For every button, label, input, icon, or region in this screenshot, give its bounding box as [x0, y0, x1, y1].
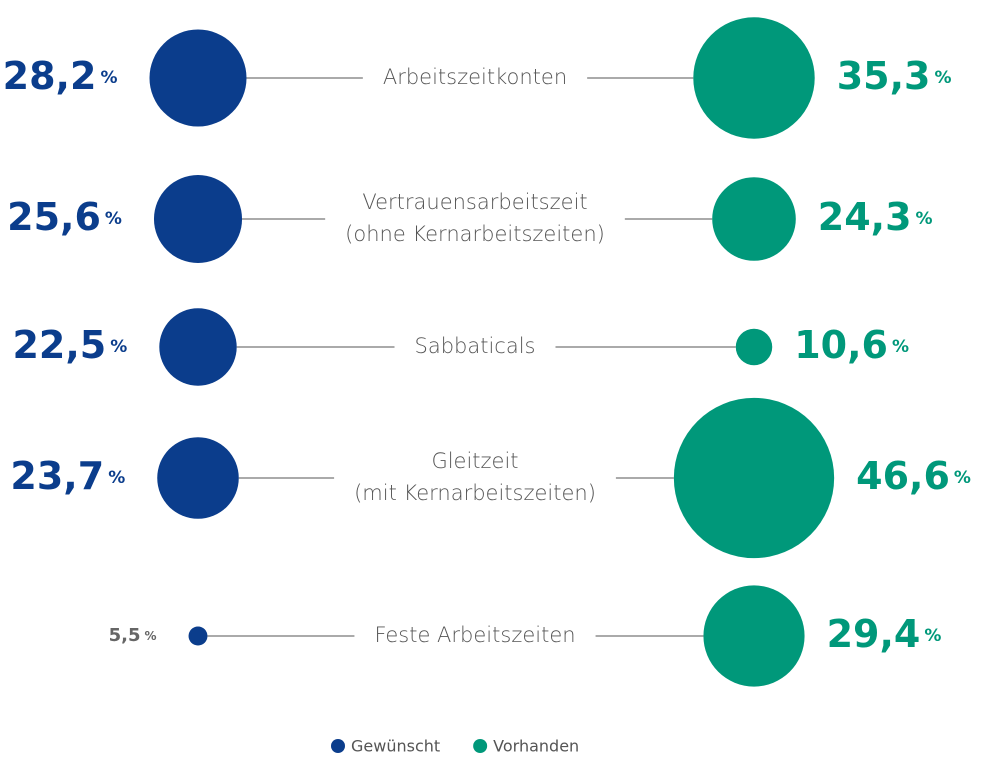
value-number: 5,5	[109, 625, 141, 646]
value-number: 46,6	[856, 454, 950, 498]
category-label: Feste Arbeitszeiten	[374, 623, 575, 647]
legend-label: Gewünscht	[351, 737, 440, 756]
category-label: Vertrauensarbeitszeit (ohne Kernarbeitsze…	[345, 190, 605, 246]
category-line: Vertrauensarbeitszeit	[362, 190, 587, 214]
value-unit: %	[100, 68, 117, 88]
category-line: Feste Arbeitszeiten	[374, 623, 575, 647]
value-number: 23,7	[10, 454, 104, 498]
category-line: (ohne Kernarbeitszeiten)	[345, 222, 605, 246]
bubble	[153, 174, 243, 264]
value-unit: %	[145, 629, 157, 643]
value-unit: %	[110, 337, 127, 357]
value-number: 22,5	[12, 323, 106, 367]
bubble	[157, 437, 239, 519]
value-label: 10,6%	[794, 323, 909, 367]
value-number: 25,6	[7, 195, 101, 239]
category-label: Arbeitszeitkonten	[383, 65, 567, 89]
category-line: Arbeitszeitkonten	[383, 65, 567, 89]
value-label: 24,3%	[818, 195, 933, 239]
value-unit: %	[892, 337, 909, 357]
category-label: Sabbaticals	[415, 334, 536, 358]
value-unit: %	[934, 68, 951, 88]
value-unit: %	[954, 468, 971, 488]
value-label: 5,5%	[109, 625, 157, 646]
value-label: 23,7%	[10, 454, 125, 498]
value-unit: %	[924, 626, 941, 646]
bubble	[159, 308, 237, 386]
value-number: 29,4	[827, 612, 921, 656]
legend-marker	[473, 739, 488, 753]
value-unit: %	[105, 209, 122, 229]
bubble	[712, 177, 796, 261]
category-line: Sabbaticals	[415, 334, 536, 358]
bubble	[673, 397, 835, 559]
legend-marker	[331, 739, 345, 753]
value-number: 28,2	[3, 54, 97, 98]
category-label: Gleitzeit (mit Kernarbeitszeiten)	[354, 449, 596, 505]
bubble	[149, 29, 247, 127]
category-line: (mit Kernarbeitszeiten)	[354, 481, 596, 505]
category-line: Gleitzeit	[431, 449, 518, 473]
value-label: 46,6%	[856, 454, 971, 498]
value-number: 24,3	[818, 195, 912, 239]
value-label: 35,3%	[837, 54, 952, 98]
bubble	[735, 328, 773, 366]
value-unit: %	[916, 209, 933, 229]
bubble	[703, 585, 805, 687]
bubble	[188, 626, 208, 646]
value-number: 35,3	[837, 54, 931, 98]
value-unit: %	[108, 468, 125, 488]
value-label: 29,4%	[827, 612, 942, 656]
bubble	[693, 17, 815, 139]
value-number: 10,6	[794, 323, 888, 367]
value-label: 25,6%	[7, 195, 122, 239]
value-label: 28,2%	[3, 54, 118, 98]
value-label: 22,5%	[12, 323, 127, 367]
legend-label: Vorhanden	[493, 737, 579, 756]
